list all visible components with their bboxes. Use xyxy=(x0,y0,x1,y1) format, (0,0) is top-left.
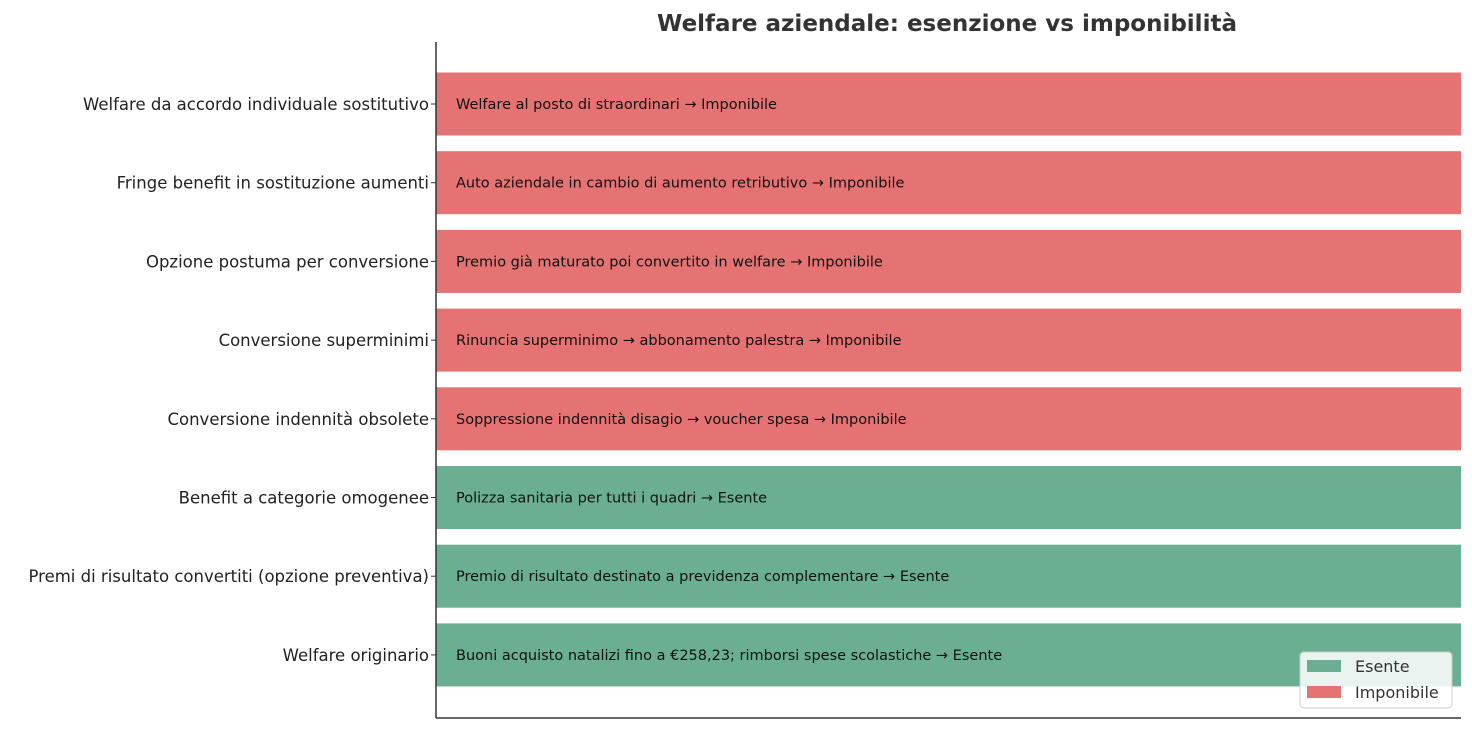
legend: Esente Imponibile xyxy=(1299,651,1453,709)
legend-swatch-imponibile xyxy=(1307,686,1341,698)
bar-imponibile xyxy=(436,72,1461,136)
bar-data-label: Buoni acquisto natalizi fino a €258,23; … xyxy=(456,648,1002,664)
y-tick-label: Benefit a categorie omogenee xyxy=(179,489,429,508)
bar-data-label: Premio di risultato destinato a previden… xyxy=(456,569,949,585)
bar-imponibile xyxy=(436,308,1461,372)
bar-data-label: Premio già maturato poi convertito in we… xyxy=(456,254,883,270)
y-tick-label: Welfare originario xyxy=(283,646,429,665)
y-tick-label: Premi di risultato convertiti (opzione p… xyxy=(29,567,430,586)
legend-label-esente: Esente xyxy=(1355,657,1410,676)
y-tick-label: Opzione postuma per conversione xyxy=(146,252,429,271)
bar-data-label: Rinuncia superminimo → abbonamento pales… xyxy=(456,333,902,349)
bar-data-label: Welfare al posto di straordinari → Impon… xyxy=(456,97,777,113)
bar-imponibile xyxy=(436,151,1461,215)
y-tick-label: Conversione superminimi xyxy=(219,331,429,350)
y-tick-label: Fringe benefit in sostituzione aumenti xyxy=(117,174,429,193)
bar-imponibile xyxy=(436,387,1461,451)
bar-data-label: Polizza sanitaria per tutti i quadri → E… xyxy=(456,491,767,507)
bar-data-label: Soppressione indennità disagio → voucher… xyxy=(456,412,907,428)
chart-title: Welfare aziendale: esenzione vs imponibi… xyxy=(657,11,1237,37)
y-tick-label: Welfare da accordo individuale sostituti… xyxy=(83,95,429,114)
bar-data-label: Auto aziendale in cambio di aumento retr… xyxy=(456,176,905,192)
bars: Welfare al posto di straordinari → Impon… xyxy=(436,72,1461,687)
legend-swatch-esente xyxy=(1307,660,1341,672)
bar-esente xyxy=(436,544,1461,608)
legend-label-imponibile: Imponibile xyxy=(1355,683,1439,702)
bar-esente xyxy=(436,623,1461,687)
bar-esente xyxy=(436,466,1461,529)
bar-imponibile xyxy=(436,229,1461,293)
category-labels: Welfare da accordo individuale sostituti… xyxy=(29,95,436,665)
y-tick-label: Conversione indennità obsolete xyxy=(167,410,429,429)
